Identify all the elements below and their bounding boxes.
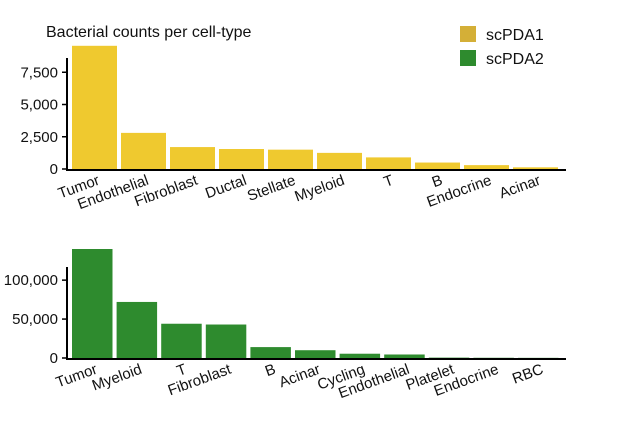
bar-scpda1-endothelial [121, 132, 166, 169]
y-tick-label-scpda1-2500: 2,500 [20, 129, 58, 146]
bar-scpda1-acinar [513, 167, 558, 169]
x-tick-label-scpda1-ductal: Ductal [203, 172, 249, 203]
bar-scpda2-acinar [295, 350, 336, 358]
bar-scpda2-b [250, 347, 291, 358]
bar-scpda1-fibroblast [170, 147, 215, 169]
y-tick-label-scpda2-100000: 100,000 [4, 272, 58, 289]
bar-scpda1-ductal [219, 149, 264, 169]
y-tick-label-scpda1-0: 0 [50, 161, 58, 178]
bar-scpda2-t [161, 323, 202, 358]
bar-scpda2-endothelial [384, 354, 425, 358]
x-tick-label-scpda1-myeloid: Myeloid [292, 172, 346, 206]
x-tick-label-scpda1-stellate: Stellate [245, 172, 298, 205]
legend-swatch-scpda2 [460, 50, 476, 66]
bar-scpda1-myeloid [317, 152, 362, 169]
bar-scpda2-fibroblast [205, 324, 247, 358]
y-tick-label-scpda2-0: 0 [50, 350, 58, 367]
bar-scpda2-tumor [72, 249, 113, 358]
x-tick-label-scpda2-myeloid: Myeloid [90, 361, 144, 395]
bar-scpda1-b [415, 162, 460, 169]
x-tick-label-scpda1-acinar: Acinar [497, 172, 543, 203]
x-tick-label-scpda2-b: B [263, 361, 278, 380]
bar-scpda1-tumor [72, 45, 117, 169]
bar-scpda1-stellate [268, 149, 313, 169]
y-tick-label-scpda1-5000: 5,000 [20, 97, 58, 114]
legend-label-scpda2: scPDA2 [486, 51, 544, 68]
bar-scpda1-t [366, 157, 411, 169]
bar-chart-scpda1: 0 2,500 5,000 7,500 TumorEndothelialFibrobl… [20, 45, 566, 213]
bar-scpda2-cycling [339, 353, 381, 358]
y-tick-label-scpda1-7500: 7,500 [20, 64, 58, 81]
legend-entry-scpda2: scPDA2 [460, 50, 544, 68]
bars-scpda2 [72, 249, 559, 358]
bars-scpda1 [72, 45, 558, 169]
x-tick-label-scpda1-t: T [381, 172, 395, 191]
x-tick-label-scpda2-acinar: Acinar [277, 361, 323, 392]
chart-title: Bacterial counts per cell-type [46, 24, 252, 41]
legend-label-scpda1: scPDA1 [486, 27, 544, 44]
legend-swatch-scpda1 [460, 26, 476, 42]
bar-scpda1-endocrine [464, 165, 509, 169]
x-tick-label-scpda2-rbc: RBC [510, 361, 546, 388]
y-axis-scpda2: 0 50,000 100,000 [4, 267, 68, 367]
legend: scPDA1 scPDA2 [460, 26, 544, 68]
bar-scpda2-myeloid [116, 301, 158, 358]
y-tick-label-scpda2-50000: 50,000 [12, 311, 58, 328]
legend-entry-scpda1: scPDA1 [460, 26, 544, 44]
y-axis-scpda1: 0 2,500 5,000 7,500 [20, 58, 68, 178]
